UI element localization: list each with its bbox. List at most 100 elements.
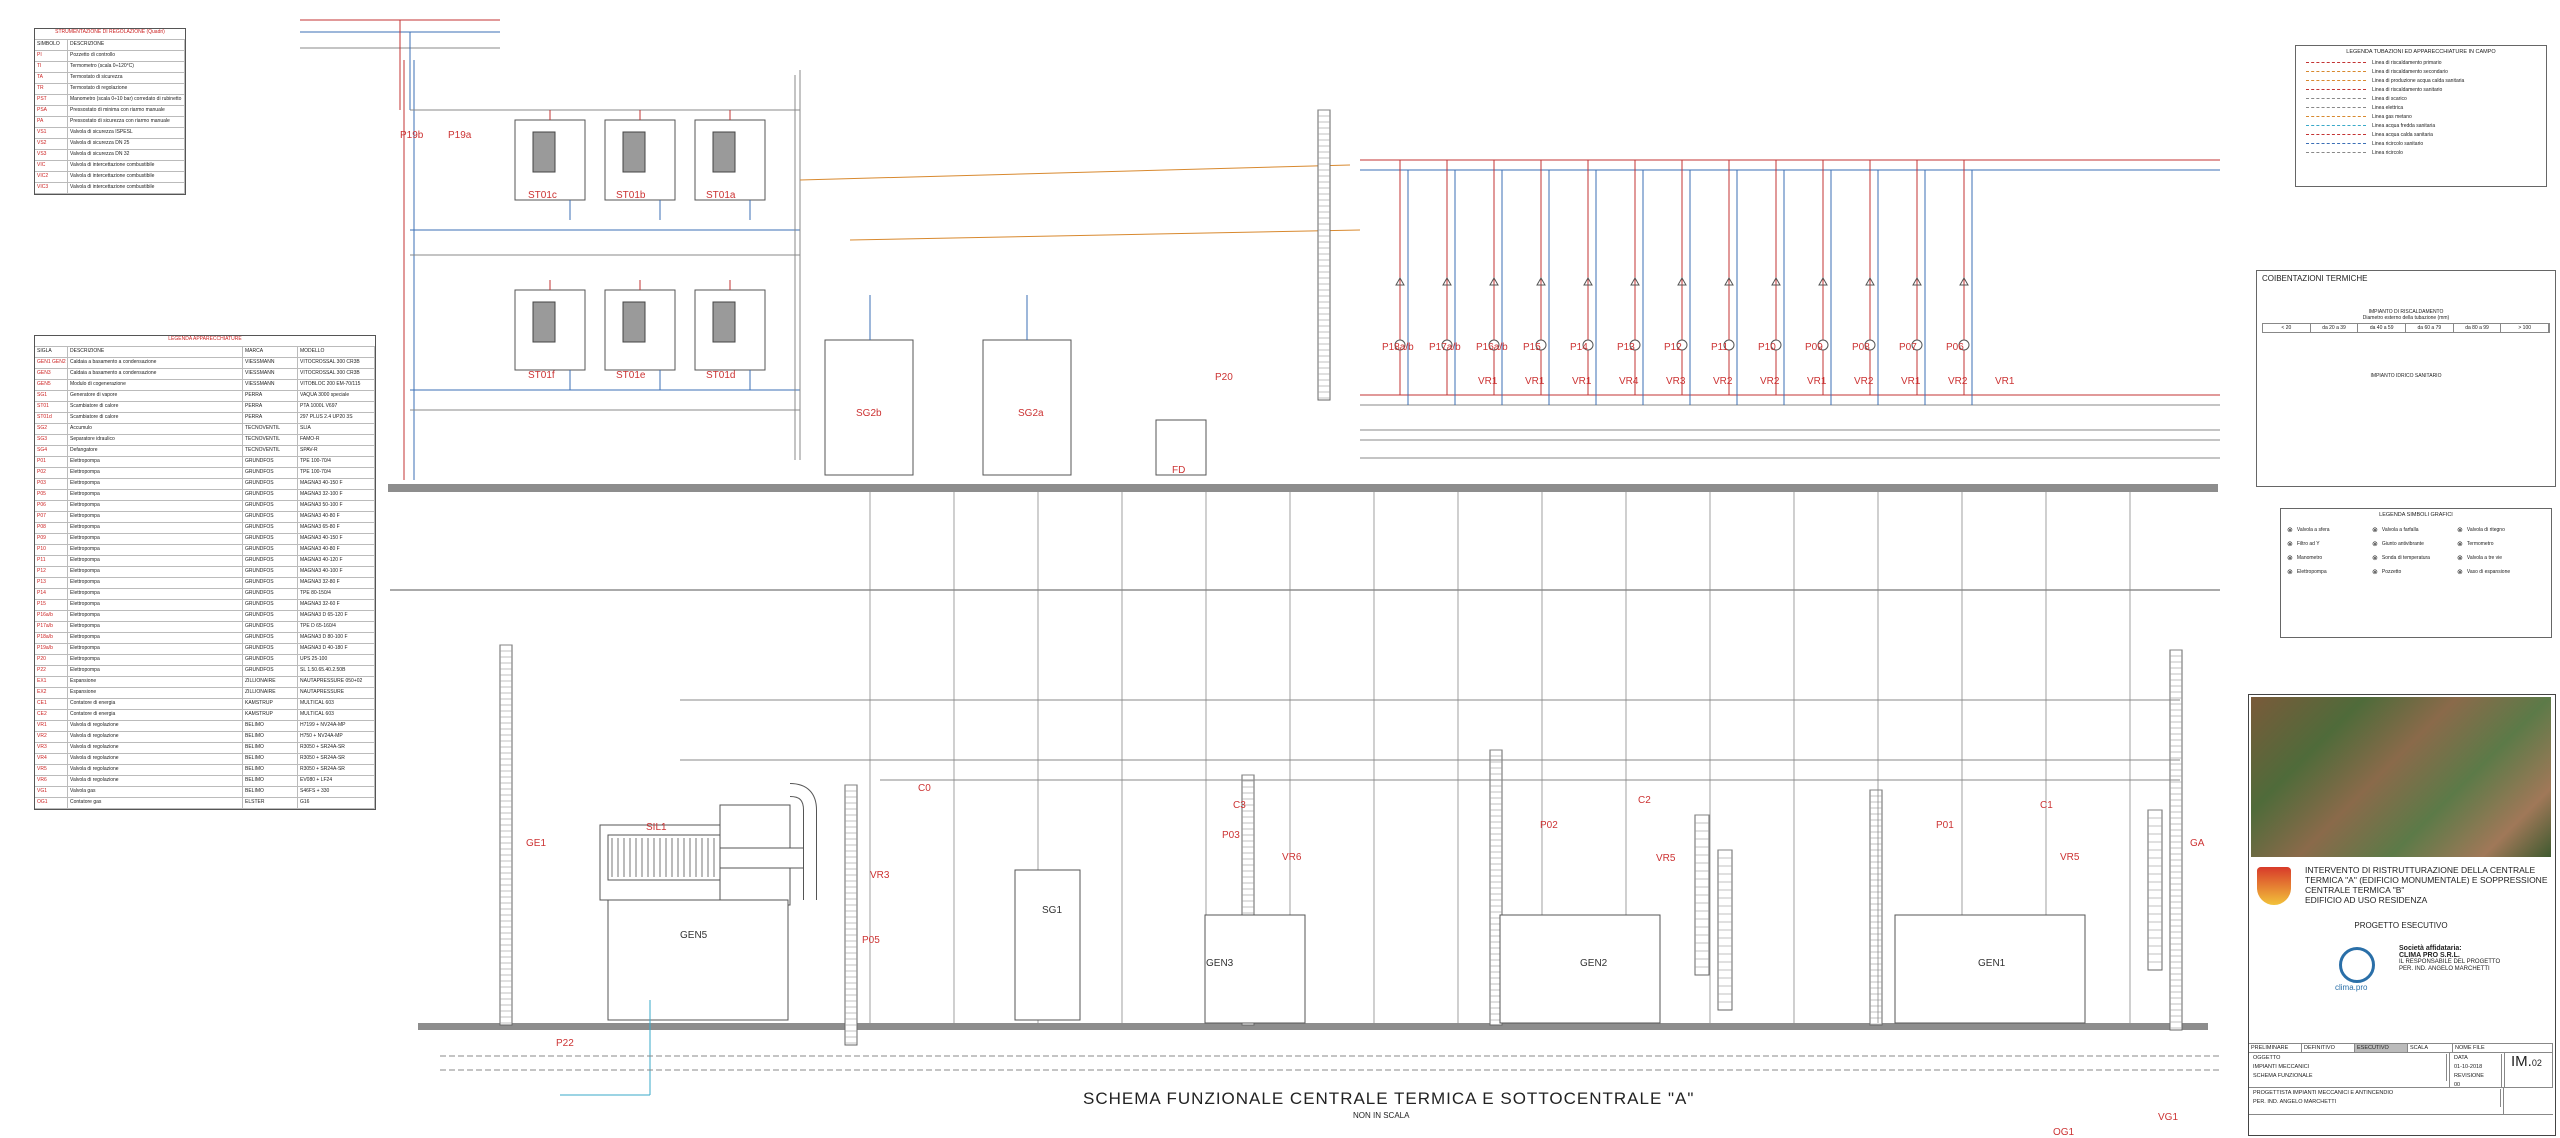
meter-label: C3 bbox=[1233, 800, 1246, 811]
equipment-cell: MAGNA3 40-100 F bbox=[298, 567, 375, 577]
instrumentation-cell: TR bbox=[35, 84, 68, 94]
equipment-cell: EX2 bbox=[35, 688, 68, 698]
drawing-scale-note: NON IN SCALA bbox=[1353, 1111, 1410, 1120]
ge-label: GE1 bbox=[526, 838, 547, 849]
equipment-row: VR1 Valvola di regolazione BELIMO H7199 + N… bbox=[35, 721, 375, 732]
equipment-cell: GRUNDFOS bbox=[243, 556, 298, 566]
instrumentation-cell: Valvola di intercettazione combustibile bbox=[68, 183, 185, 193]
instrumentation-row: VS2 Valvola di sicurezza DN 25 bbox=[35, 139, 185, 150]
circuit-valve-label: VR1 bbox=[1807, 376, 1827, 387]
chimney-tower bbox=[499, 644, 513, 1026]
equipment-row: SG4 Defangatore TECNOVENTIL SPAV-R bbox=[35, 446, 375, 457]
label-definitivo: DEFINITIVO bbox=[2302, 1044, 2355, 1052]
circuit-pump-label: P10 bbox=[1758, 342, 1776, 353]
equipment-cell: Elettropompa bbox=[68, 589, 243, 599]
symbol-legend-item: ⊗ Vaso di espansione bbox=[2457, 565, 2542, 579]
equipment-cell: GRUNDFOS bbox=[243, 622, 298, 632]
valve-symbol-icon: ⊗ bbox=[2372, 569, 2378, 576]
equipment-cell: BELIMO bbox=[243, 754, 298, 764]
equipment-cell: Elettropompa bbox=[68, 578, 243, 588]
equipment-cell: MULTICAL 603 bbox=[298, 710, 375, 720]
distribution-circuit bbox=[1958, 160, 1973, 405]
instrumentation-cell: PA bbox=[35, 117, 68, 127]
equipment-cell: Elettropompa bbox=[68, 556, 243, 566]
equipment-cell: VR4 bbox=[35, 754, 68, 764]
coibentazioni-sub2: IMPIANTO IDRICO SANITARIO bbox=[2370, 373, 2442, 379]
distribution-circuit bbox=[1394, 160, 1409, 405]
instrumentation-row: VIC3 Valvola di intercettazione combustib… bbox=[35, 183, 185, 194]
equipment-cell: G16 bbox=[298, 798, 375, 808]
designer: PROGETTISTA IMPIANTI MECCANICI E ANTINCE… bbox=[2251, 1089, 2501, 1098]
chimney-tower bbox=[2169, 649, 2183, 1031]
col-simbolo: SIMBOLO bbox=[35, 40, 68, 50]
equipment-cell: SG2 bbox=[35, 424, 68, 434]
crest-icon bbox=[2257, 867, 2291, 905]
equipment-cell: GRUNDFOS bbox=[243, 611, 298, 621]
col-marca: MARCA bbox=[243, 347, 298, 357]
pipe-legend-item: Linea gas metano bbox=[2296, 112, 2546, 121]
instrumentation-cell: Pressostato di sicurezza con riarmo manu… bbox=[68, 117, 185, 127]
symbol-legend-item: ⊗ Giunto antivibrante bbox=[2372, 537, 2457, 551]
equipment-cell: PERRA bbox=[243, 391, 298, 401]
circuit-valve-label: VR4 bbox=[1619, 376, 1639, 387]
symbol-legend: LEGENDA SIMBOLI GRAFICI ⊗ Valvola a sfera… bbox=[2280, 508, 2552, 638]
distribution-circuit bbox=[1723, 160, 1738, 405]
equipment-cell: Generatore di vapore bbox=[68, 391, 243, 401]
equipment-cell: GRUNDFOS bbox=[243, 501, 298, 511]
equipment-row: P06 Elettropompa GRUNDFOS MAGNA3 50-100 F bbox=[35, 501, 375, 512]
symbol-legend-item: ⊗ Sonda di temperatura bbox=[2372, 551, 2457, 565]
chimney-tower bbox=[1489, 749, 1503, 1026]
equipment-cell: Espansione bbox=[68, 688, 243, 698]
instrumentation-cell: Valvola di sicurezza ISPESL bbox=[68, 128, 185, 138]
pump-label: P01 bbox=[1936, 820, 1954, 831]
valve-label: VR5 bbox=[2060, 852, 2080, 863]
equipment-cell: P08 bbox=[35, 523, 68, 533]
valve-symbol-icon: ⊗ bbox=[2372, 555, 2378, 562]
valve-label: VR3 bbox=[870, 870, 890, 881]
equipment-cell: ELSTER bbox=[243, 798, 298, 808]
drawing-code: IM.02 bbox=[2511, 1053, 2542, 1070]
circuit-valve-label: VR1 bbox=[1995, 376, 2015, 387]
pipe-legend-item: Linea acqua fredda sanitaria bbox=[2296, 121, 2546, 130]
pipe-legend-heading: LEGENDA TUBAZIONI ED APPARECCHIATURE IN … bbox=[2346, 49, 2496, 55]
valve-symbol-icon: ⊗ bbox=[2457, 569, 2463, 576]
equipment-cell: Caldaia a basamento a condensazione bbox=[68, 369, 243, 379]
equipment-cell: VR6 bbox=[35, 776, 68, 786]
equipment-cell: MAGNA3 40-80 F bbox=[298, 512, 375, 522]
equipment-cell: GEN3 bbox=[35, 369, 68, 379]
valve-symbol-icon: ⊗ bbox=[2372, 541, 2378, 548]
pipe-line-icon bbox=[2306, 116, 2366, 117]
equipment-cell: P16a/b bbox=[35, 611, 68, 621]
equipment-cell: Caldaia a basamento a condensazione bbox=[68, 358, 243, 368]
pipe-legend-label: Linea acqua calda sanitaria bbox=[2372, 131, 2433, 138]
equipment-row: ST01 Scambiatore di calore PERRA PTA 1000L … bbox=[35, 402, 375, 413]
equipment-cell: Elettropompa bbox=[68, 655, 243, 665]
equipment-row: P10 Elettropompa GRUNDFOS MAGNA3 40-80 F bbox=[35, 545, 375, 556]
instrumentation-cell: Valvola di sicurezza DN 32 bbox=[68, 150, 185, 160]
distribution-circuit bbox=[1770, 160, 1785, 405]
symbol-legend-item: ⊗ Valvola a tre vie bbox=[2457, 551, 2542, 565]
equipment-row: CE1 Contatore di energia KAMSTRUP MULTICAL … bbox=[35, 699, 375, 710]
circuit-valve-label: VR2 bbox=[1854, 376, 1874, 387]
equipment-row: OG1 Contatore gas ELSTER G16 bbox=[35, 798, 375, 809]
circuit-pump-label: P18a/b bbox=[1382, 342, 1414, 353]
equipment-row: VG1 Valvola gas BELIMO S46FS + 330 bbox=[35, 787, 375, 798]
equipment-cell: PTA 1000L V697 bbox=[298, 402, 375, 412]
pipe-line-icon bbox=[2306, 80, 2366, 81]
valve-symbol-icon: ⊗ bbox=[2457, 555, 2463, 562]
distribution-circuit bbox=[1676, 160, 1691, 405]
diameter-cell: > 100 bbox=[2501, 324, 2550, 332]
equipment-cell: KAMSTRUP bbox=[243, 699, 298, 709]
symbol-legend-label: Valvola di ritegno bbox=[2466, 527, 2505, 533]
primary-header bbox=[799, 159, 2220, 459]
instrumentation-cell: PSA bbox=[35, 106, 68, 116]
instrumentation-cell: Manometro (scala 0÷10 bar) corredato di … bbox=[68, 95, 185, 105]
equipment-cell: Contatore gas bbox=[68, 798, 243, 808]
equipment-cell: GRUNDFOS bbox=[243, 655, 298, 665]
equipment-cell: PERRA bbox=[243, 402, 298, 412]
oggetto-label: OGGETTO bbox=[2251, 1054, 2447, 1063]
distribution-circuit bbox=[1535, 160, 1550, 405]
symbol-legend-label: Termometro bbox=[2466, 541, 2494, 547]
equipment-cell: GRUNDFOS bbox=[243, 633, 298, 643]
